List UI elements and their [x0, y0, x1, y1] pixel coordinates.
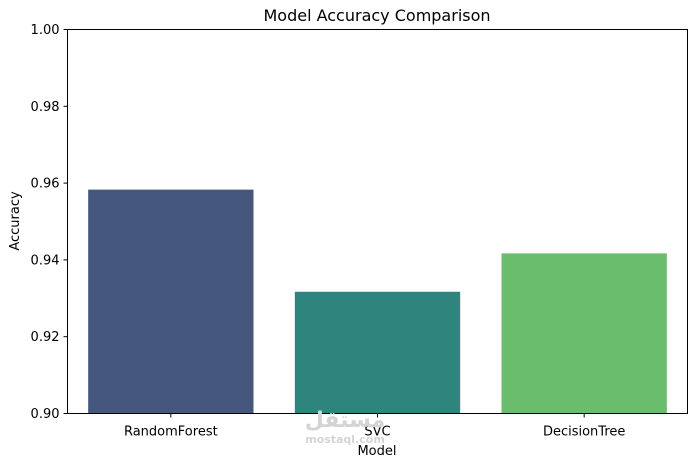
x-axis-ticks: RandomForest SVC DecisionTree — [124, 413, 625, 440]
bar-randomforest — [88, 189, 254, 414]
x-tick-label: DecisionTree — [543, 425, 625, 440]
x-tick-label: RandomForest — [124, 425, 218, 440]
y-tick-label: 1.00 — [31, 23, 60, 38]
chart-title: Model Accuracy Comparison — [263, 6, 490, 25]
x-axis-label: Model — [357, 444, 396, 459]
y-tick-label: 0.98 — [31, 100, 60, 115]
plot-frame — [67, 29, 688, 414]
bar-decisiontree — [501, 253, 667, 414]
bar-svc — [294, 291, 461, 414]
y-tick-label: 0.96 — [31, 177, 60, 192]
y-tick-label: 0.90 — [31, 407, 60, 422]
y-tick-label: 0.92 — [31, 330, 60, 345]
y-axis-label: Accuracy — [8, 191, 23, 251]
y-axis-ticks: 0.90 0.92 0.94 0.96 0.98 1.00 — [31, 23, 68, 422]
y-tick-label: 0.94 — [31, 253, 60, 268]
x-tick-label: SVC — [364, 425, 390, 440]
bars-group — [88, 189, 667, 414]
